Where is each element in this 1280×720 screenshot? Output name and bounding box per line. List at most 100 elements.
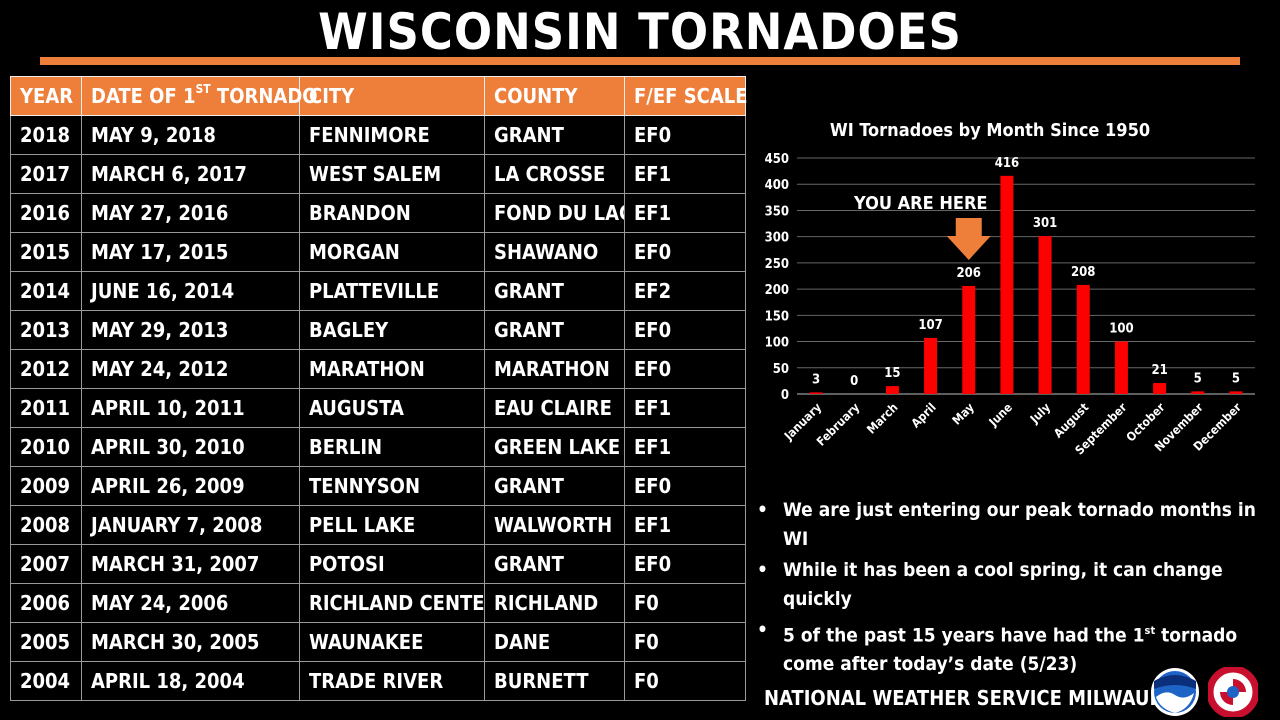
cell-county: MARATHON	[484, 349, 625, 389]
cell-date: MAY 24, 2012	[81, 349, 300, 389]
data-label: 5	[1194, 371, 1202, 386]
cell-city: MARATHON	[299, 349, 485, 389]
chart-data-labels: 3 0 15 107 206 416 301 208 100 21 5 5	[812, 156, 1240, 389]
x-tick-label: May	[950, 400, 977, 427]
cell-year: 2012	[10, 349, 82, 389]
cell-city: RICHLAND CENTER	[299, 583, 485, 623]
bullet-list: We are just entering our peak tornado mo…	[755, 496, 1275, 681]
x-tick-label: March	[864, 400, 900, 436]
cell-year: 2013	[10, 310, 82, 350]
bullet-text: While it has been a cool spring, it can …	[783, 559, 1223, 610]
cell-county: WALWORTH	[484, 505, 625, 545]
table-row: 2016 MAY 27, 2016 BRANDON FOND DU LAC EF1	[10, 193, 746, 233]
cell-scale: F0	[624, 661, 746, 701]
cell-year: 2018	[10, 115, 82, 155]
cell-year: 2007	[10, 544, 82, 584]
table-header-row: YEAR DATE OF 1ST TORNADO CITY COUNTY F/E…	[10, 76, 748, 116]
title-underline	[40, 57, 1240, 65]
x-tick-label: April	[908, 400, 938, 430]
bullet-text: We are just entering our peak tornado mo…	[783, 499, 1256, 550]
cell-county: LA CROSSE	[484, 154, 625, 194]
table-row: 2018 MAY 9, 2018 FENNIMORE GRANT EF0	[10, 115, 746, 155]
cell-city: MORGAN	[299, 232, 485, 272]
bar-april	[924, 337, 938, 394]
cell-scale: F0	[624, 622, 746, 662]
cell-city: BERLIN	[299, 427, 485, 467]
cell-date: MARCH 6, 2017	[81, 154, 300, 194]
cell-date: MAY 24, 2006	[81, 583, 300, 623]
y-tick-label: 200	[765, 283, 789, 298]
data-label: 206	[957, 266, 981, 281]
col-date-header-sup: ST	[195, 82, 211, 97]
bar-july	[1038, 236, 1052, 394]
noaa-logo-icon	[1151, 668, 1199, 716]
cell-year: 2004	[10, 661, 82, 701]
cell-date: APRIL 18, 2004	[81, 661, 300, 701]
data-label: 100	[1109, 322, 1133, 337]
y-tick-label: 250	[765, 257, 789, 272]
col-date-header: DATE OF 1ST TORNADO	[81, 76, 318, 116]
cell-scale: EF0	[624, 232, 746, 272]
cell-scale: EF1	[624, 505, 746, 545]
cell-scale: EF1	[624, 388, 746, 428]
cell-scale: EF0	[624, 466, 746, 506]
bar-september	[1114, 341, 1128, 394]
down-arrow-icon	[946, 218, 991, 260]
cell-date: APRIL 30, 2010	[81, 427, 300, 467]
table-row: 2009 APRIL 26, 2009 TENNYSON GRANT EF0	[10, 466, 746, 506]
cell-county: DANE	[484, 622, 625, 662]
table-row: 2011 APRIL 10, 2011 AUGUSTA EAU CLAIRE EF1	[10, 388, 746, 428]
cell-year: 2017	[10, 154, 82, 194]
col-city-header: CITY	[299, 76, 485, 116]
x-tick-label: June	[986, 400, 1015, 429]
col-date-header-text-b: TORNADO	[210, 84, 318, 108]
cell-city: BRANDON	[299, 193, 485, 233]
cell-county: EAU CLAIRE	[484, 388, 625, 428]
y-tick-label: 100	[765, 336, 789, 351]
bar-december	[1229, 391, 1243, 394]
cell-year: 2011	[10, 388, 82, 428]
bullet-item: We are just entering our peak tornado mo…	[755, 496, 1275, 554]
table-row: 2005 MARCH 30, 2005 WAUNAKEE DANE F0	[10, 622, 746, 662]
bar-june	[1000, 175, 1014, 394]
y-tick-label: 0	[781, 388, 789, 403]
table-row: 2004 APRIL 18, 2004 TRADE RIVER BURNETT F0	[10, 661, 746, 701]
cell-year: 2009	[10, 466, 82, 506]
y-tick-label: 350	[765, 204, 789, 219]
cell-date: MARCH 30, 2005	[81, 622, 300, 662]
table-row: 2006 MAY 24, 2006 RICHLAND CENTER RICHLAND F…	[10, 583, 746, 623]
col-date-header-text: DATE OF 1	[91, 84, 196, 108]
cell-city: BAGLEY	[299, 310, 485, 350]
cell-county: RICHLAND	[484, 583, 625, 623]
cell-city: POTOSI	[299, 544, 485, 584]
y-axis-ticks: 0 50 100 150 200 250 300 350 400 450	[765, 152, 789, 403]
cell-scale: EF0	[624, 115, 746, 155]
cell-year: 2006	[10, 583, 82, 623]
data-label: 3	[812, 372, 820, 387]
data-label: 0	[850, 374, 858, 389]
y-tick-label: 300	[765, 231, 789, 246]
cell-date: APRIL 26, 2009	[81, 466, 300, 506]
data-label: 5	[1232, 371, 1240, 386]
cell-scale: EF0	[624, 349, 746, 389]
table-row: 2013 MAY 29, 2013 BAGLEY GRANT EF0	[10, 310, 746, 350]
y-tick-label: 400	[765, 178, 789, 193]
cell-county: GRANT	[484, 115, 625, 155]
table-row: 2012 MAY 24, 2012 MARATHON MARATHON EF0	[10, 349, 746, 389]
cell-city: FENNIMORE	[299, 115, 485, 155]
cell-date: JUNE 16, 2014	[81, 271, 300, 311]
data-label: 416	[995, 156, 1019, 171]
cell-year: 2014	[10, 271, 82, 311]
cell-date: MAY 9, 2018	[81, 115, 300, 155]
bullet-text: 5 of the past 15 years have had the 1	[783, 624, 1145, 647]
national-weather-service-logo-icon	[1208, 667, 1258, 717]
data-label: 107	[918, 318, 942, 333]
col-scale-header: F/EF SCALE	[624, 76, 748, 116]
cell-date: APRIL 10, 2011	[81, 388, 300, 428]
cell-county: BURNETT	[484, 661, 625, 701]
cell-county: GRANT	[484, 544, 625, 584]
you-are-here-annotation: YOU ARE HERE	[853, 193, 991, 260]
bullet-sup: st	[1144, 624, 1156, 637]
cell-scale: F0	[624, 583, 746, 623]
